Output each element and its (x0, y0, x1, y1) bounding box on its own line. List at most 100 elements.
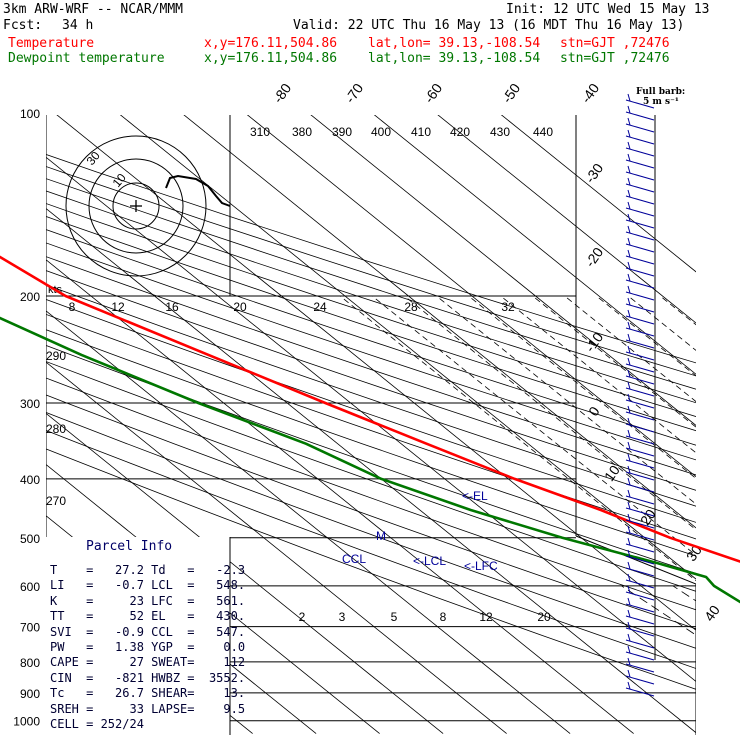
wind-barb (625, 435, 655, 445)
wind-barb (627, 417, 631, 426)
wind-barb (627, 273, 631, 282)
wind-barb (625, 375, 655, 385)
isotherm-tick-label: -40 (578, 80, 603, 106)
wind-barb (627, 621, 631, 630)
wind-barb (625, 255, 655, 265)
hodograph-ring (88, 158, 184, 254)
wind-barb (625, 591, 655, 601)
wind-barb (627, 393, 631, 402)
wind-barb (627, 201, 631, 210)
wind-barb (625, 639, 655, 649)
wind-barb (627, 237, 631, 246)
wind-barb (627, 369, 631, 378)
wind-barb (625, 243, 655, 253)
wind-barb (627, 633, 631, 642)
wind-barb (627, 249, 631, 258)
wind-barb (627, 153, 631, 162)
level-marker-m: M (376, 529, 386, 543)
pressure-tick-label: 300 (20, 397, 40, 411)
wind-barb (625, 483, 655, 493)
isotherm-line (310, 115, 696, 426)
isotherm-line (56, 115, 696, 631)
wind-barb (627, 549, 631, 558)
hodograph-speed-label: 28 (404, 300, 418, 314)
level-marker-lcl: <-LCL (413, 554, 446, 568)
isotherm-tick-label: -50 (499, 80, 524, 106)
wind-barb (627, 513, 631, 522)
wind-barb (625, 303, 655, 313)
wind-barb (625, 603, 655, 613)
wind-barb (627, 225, 631, 234)
dry-adiabat-line (46, 299, 696, 523)
wind-barb (627, 537, 631, 546)
wind-barb (625, 411, 655, 421)
dry-adiabat-line (46, 429, 696, 669)
theta-e-tick-label: 310 (250, 125, 270, 139)
moist-adiabat-line (339, 295, 696, 582)
isotherm-tick-label: -70 (342, 80, 367, 106)
temperature-legend: Temperature (8, 36, 95, 51)
parcel-info-row: SREH = 33 LAPSE= 9.5 (50, 701, 246, 716)
pressure-tick-label: 900 (20, 687, 40, 701)
hodograph-ring (65, 135, 207, 277)
wind-barb (627, 681, 631, 690)
level-marker-ccl: CCL (342, 552, 366, 566)
parcel-info-row: LI = -0.7 LCL = 548. (50, 578, 246, 593)
wind-barb (627, 213, 631, 222)
wind-barb (625, 447, 655, 457)
dry-adiabat-line (46, 377, 696, 611)
wind-barb (625, 387, 655, 397)
wind-barb (625, 99, 655, 109)
isotherm-tick-label: 10 (601, 462, 623, 484)
wind-barb (625, 207, 655, 217)
parcel-info-row: K = 23 LFC = 561. (50, 593, 246, 608)
isotherm-line (500, 115, 696, 273)
wind-barb (627, 297, 631, 306)
wind-barb (625, 615, 655, 625)
level-marker-lfc: <-LFC (464, 559, 498, 573)
wind-barb (627, 561, 631, 570)
theta-tick-label: 280 (46, 422, 66, 436)
theta-e-tick-label: 380 (292, 125, 312, 139)
theta-tick-label: 290 (46, 349, 66, 363)
dewpoint-xy: x,y=176.11,504.86 (204, 51, 338, 66)
wind-barb (625, 171, 655, 181)
wind-barb (625, 471, 655, 481)
barb-legend-title: Full barb: (636, 87, 685, 97)
pressure-tick-label: 1000 (13, 715, 40, 729)
isotherm-line (119, 115, 696, 580)
wind-barb (627, 129, 631, 138)
hodograph-speed-label: 12 (111, 300, 125, 314)
isotherm-tick-label: -10 (582, 329, 607, 355)
temperature-station: stn=GJT ,72476 (560, 36, 670, 51)
barb-legend-unit: 5 m s⁻¹ (643, 97, 679, 107)
wind-barb (625, 579, 655, 589)
wind-barb (625, 231, 655, 241)
pressure-tick-label: 400 (20, 473, 40, 487)
wind-barb (627, 453, 631, 462)
wind-barb (627, 597, 631, 606)
wind-barb (627, 321, 631, 330)
wind-barb (627, 657, 631, 666)
hodograph-speed-label: 20 (233, 300, 247, 314)
wind-barb (627, 105, 631, 114)
wind-barb (627, 429, 631, 438)
isotherm-line (46, 412, 444, 734)
wind-barb (627, 165, 631, 174)
hodograph-speed-label: 32 (501, 300, 515, 314)
dry-adiabat-line (46, 242, 696, 461)
parcel-info-row: SVI = -0.9 CCL = 547. (50, 624, 246, 639)
theta-e-tick-label: 440 (533, 125, 553, 139)
parcel-info-row: TT = 52 EL = 430. (50, 609, 246, 624)
wind-barb (627, 141, 631, 150)
wind-barb (627, 345, 631, 354)
wind-barb (627, 261, 631, 270)
parcel-info-panel (46, 537, 230, 735)
valid-time: Valid: 22 UTC Thu 16 May 13 (16 MDT Thu … (293, 18, 685, 33)
isotherm-tick-label: 0 (585, 403, 603, 419)
wind-barb (625, 183, 655, 193)
dry-adiabat-line (46, 190, 696, 404)
wind-barb (625, 159, 655, 169)
theta-e-tick-label: 410 (411, 125, 431, 139)
